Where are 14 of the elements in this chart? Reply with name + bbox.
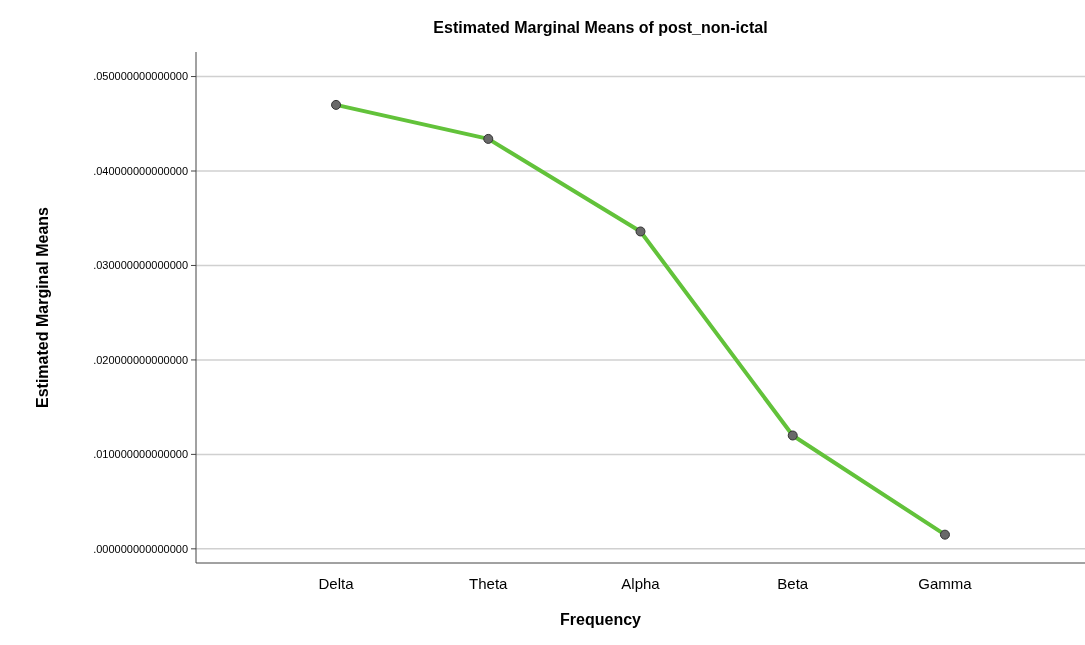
x-tick-label: Alpha xyxy=(621,575,661,592)
y-tick-label: .020000000000000 xyxy=(93,353,188,366)
x-axis-title: Frequency xyxy=(560,611,642,628)
x-tick-label: Gamma xyxy=(918,575,973,592)
x-tick-label: Beta xyxy=(777,575,809,592)
x-tick-label: Theta xyxy=(469,575,509,592)
y-tick-label: .050000000000000 xyxy=(93,70,188,83)
y-tick-label: .040000000000000 xyxy=(93,164,188,177)
y-tick-label: .030000000000000 xyxy=(93,259,188,272)
y-tick-label: .010000000000000 xyxy=(93,448,188,461)
chart-title: Estimated Marginal Means of post_non-ictal xyxy=(433,19,768,36)
x-tick-label: Delta xyxy=(318,575,355,592)
y-axis-title: Estimated Marginal Means xyxy=(34,206,51,408)
y-tick-label: .000000000000000 xyxy=(93,542,188,555)
